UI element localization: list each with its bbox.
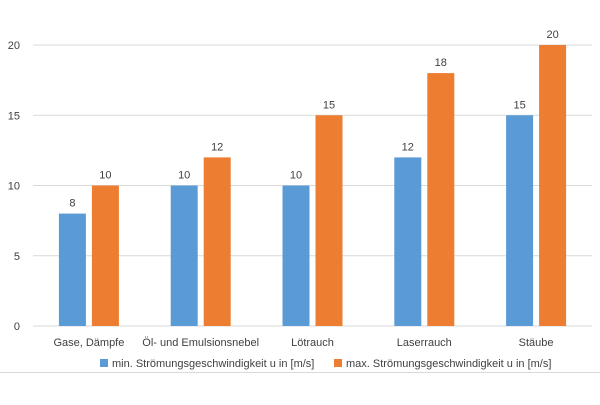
y-axis-ticks: 0 5 10 15 20	[8, 40, 20, 333]
x-tick-label: Laserrauch	[397, 337, 452, 349]
data-label: 15	[323, 99, 335, 111]
bars	[58, 45, 567, 326]
data-label: 10	[290, 170, 302, 182]
bottom-divider	[0, 372, 600, 373]
data-label: 10	[178, 170, 190, 182]
y-tick-label: 5	[14, 251, 20, 263]
bar	[427, 73, 455, 326]
bar	[170, 185, 198, 326]
bar	[315, 115, 343, 326]
legend: min. Strömungsgeschwindigkeit u in [m/s]…	[100, 358, 551, 370]
bar	[282, 185, 310, 326]
legend-label: max. Strömungsgeschwindigkeit u in [m/s]	[346, 358, 551, 370]
bar	[394, 157, 422, 326]
bar	[506, 115, 534, 326]
bar	[91, 185, 119, 326]
x-tick-label: Gase, Dämpfe	[53, 337, 124, 349]
data-label: 15	[513, 99, 525, 111]
x-axis-ticks: Gase, Dämpfe Öl- und Emulsionsnebel Lötrau…	[53, 337, 553, 349]
y-tick-label: 10	[8, 181, 20, 193]
legend-swatch	[100, 359, 108, 367]
x-tick-label: Lötrauch	[291, 337, 334, 349]
data-label: 10	[99, 170, 111, 182]
y-tick-label: 0	[14, 321, 20, 333]
data-label: 12	[211, 141, 223, 153]
gridlines	[33, 44, 592, 327]
legend-label: min. Strömungsgeschwindigkeit u in [m/s]	[112, 358, 314, 370]
y-tick-label: 20	[8, 40, 20, 52]
x-tick-label: Stäube	[519, 337, 554, 349]
data-label: 12	[402, 141, 414, 153]
bar	[58, 213, 86, 326]
x-tick-label: Öl- und Emulsionsnebel	[142, 337, 259, 349]
bar	[539, 45, 567, 326]
data-label: 18	[435, 57, 447, 69]
legend-swatch	[334, 359, 342, 367]
bar	[203, 157, 231, 326]
data-labels: 8 10 10 12 10 15 12 18 15 20	[69, 29, 558, 210]
y-tick-label: 15	[8, 110, 20, 122]
data-label: 8	[69, 198, 75, 210]
data-label: 20	[546, 29, 558, 41]
